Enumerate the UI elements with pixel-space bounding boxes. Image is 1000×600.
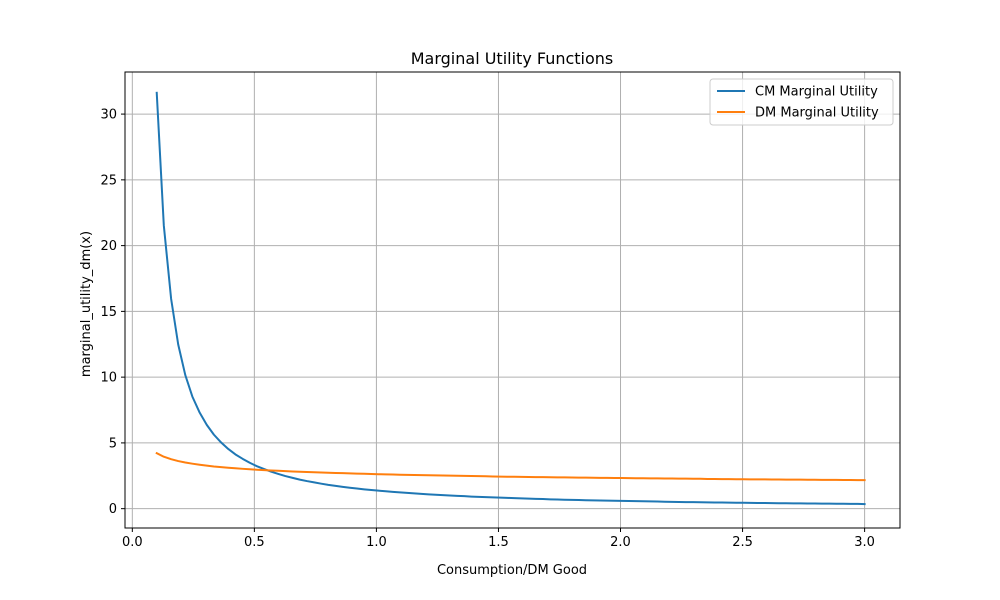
y-tick-label: 5	[109, 436, 117, 451]
y-tick-label: 0	[109, 502, 117, 517]
legend: CM Marginal Utility DM Marginal Utility	[709, 78, 894, 126]
plot-frame	[124, 71, 901, 529]
x-tick-label: 1.5	[488, 535, 509, 550]
x-axis: 0.0 0.5 1.0 1.5 2.0 2.5 3.0	[122, 528, 875, 550]
legend-label-cm: CM Marginal Utility	[755, 85, 878, 100]
chart-title: Marginal Utility Functions	[411, 49, 614, 68]
series-line-cm	[155, 91, 866, 506]
x-tick-label: 1.0	[366, 535, 387, 550]
y-tick-label: 15	[100, 305, 117, 320]
y-tick-label: 30	[100, 108, 117, 123]
series-layer	[155, 91, 866, 506]
x-tick-label: 2.0	[610, 535, 631, 550]
legend-label-dm: DM Marginal Utility	[755, 106, 879, 121]
x-tick-label: 2.5	[732, 535, 753, 550]
grid	[125, 72, 900, 528]
y-tick-label: 10	[100, 371, 117, 386]
x-tick-label: 0.5	[244, 535, 265, 550]
series-line-dm	[155, 451, 866, 482]
x-tick-label: 0.0	[122, 535, 143, 550]
legend-box	[709, 78, 894, 126]
y-axis: 0 5 10 15 20 25 30	[100, 108, 125, 517]
x-axis-label: Consumption/DM Good	[437, 563, 587, 578]
y-axis-label: marginal_utility_dm(x)	[79, 231, 94, 377]
y-tick-label: 25	[100, 173, 117, 188]
y-tick-label: 20	[100, 239, 117, 254]
x-tick-label: 3.0	[854, 535, 875, 550]
